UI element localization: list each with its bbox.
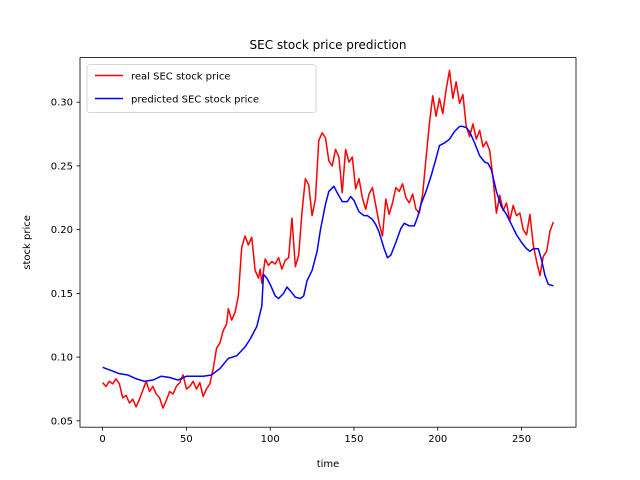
x-axis-ticks: 0 50 100 150 200 250 bbox=[99, 427, 531, 445]
y-tick-label: 0.25 bbox=[51, 161, 73, 172]
y-axis-ticks: 0.05 0.10 0.15 0.20 0.25 0.30 bbox=[51, 98, 80, 427]
axes-frame bbox=[79, 57, 577, 428]
legend: real SEC stock price predicted SEC stock… bbox=[86, 64, 317, 113]
legend-label-predicted: predicted SEC stock price bbox=[131, 95, 259, 106]
x-tick-label: 50 bbox=[180, 434, 193, 445]
x-tick-label: 150 bbox=[344, 434, 363, 445]
x-tick-label: 250 bbox=[512, 434, 531, 445]
y-tick-label: 0.05 bbox=[51, 416, 73, 427]
series-line-real bbox=[102, 69, 555, 409]
y-tick-label: 0.30 bbox=[51, 98, 73, 109]
y-tick-label: 0.20 bbox=[51, 225, 73, 236]
series-layer bbox=[102, 69, 555, 409]
chart-title: SEC stock price prediction bbox=[250, 38, 407, 52]
x-tick-label: 100 bbox=[261, 434, 280, 445]
x-tick-label: 200 bbox=[428, 434, 447, 445]
x-tick-label: 0 bbox=[99, 434, 105, 445]
y-tick-label: 0.15 bbox=[51, 289, 73, 300]
plot-area bbox=[80, 57, 576, 428]
x-axis-label: time bbox=[317, 459, 340, 470]
series-line-predicted bbox=[102, 125, 554, 383]
y-axis-label: stock price bbox=[22, 215, 33, 270]
legend-box bbox=[86, 64, 317, 113]
legend-label-real: real SEC stock price bbox=[131, 72, 231, 83]
y-tick-label: 0.10 bbox=[51, 353, 73, 364]
